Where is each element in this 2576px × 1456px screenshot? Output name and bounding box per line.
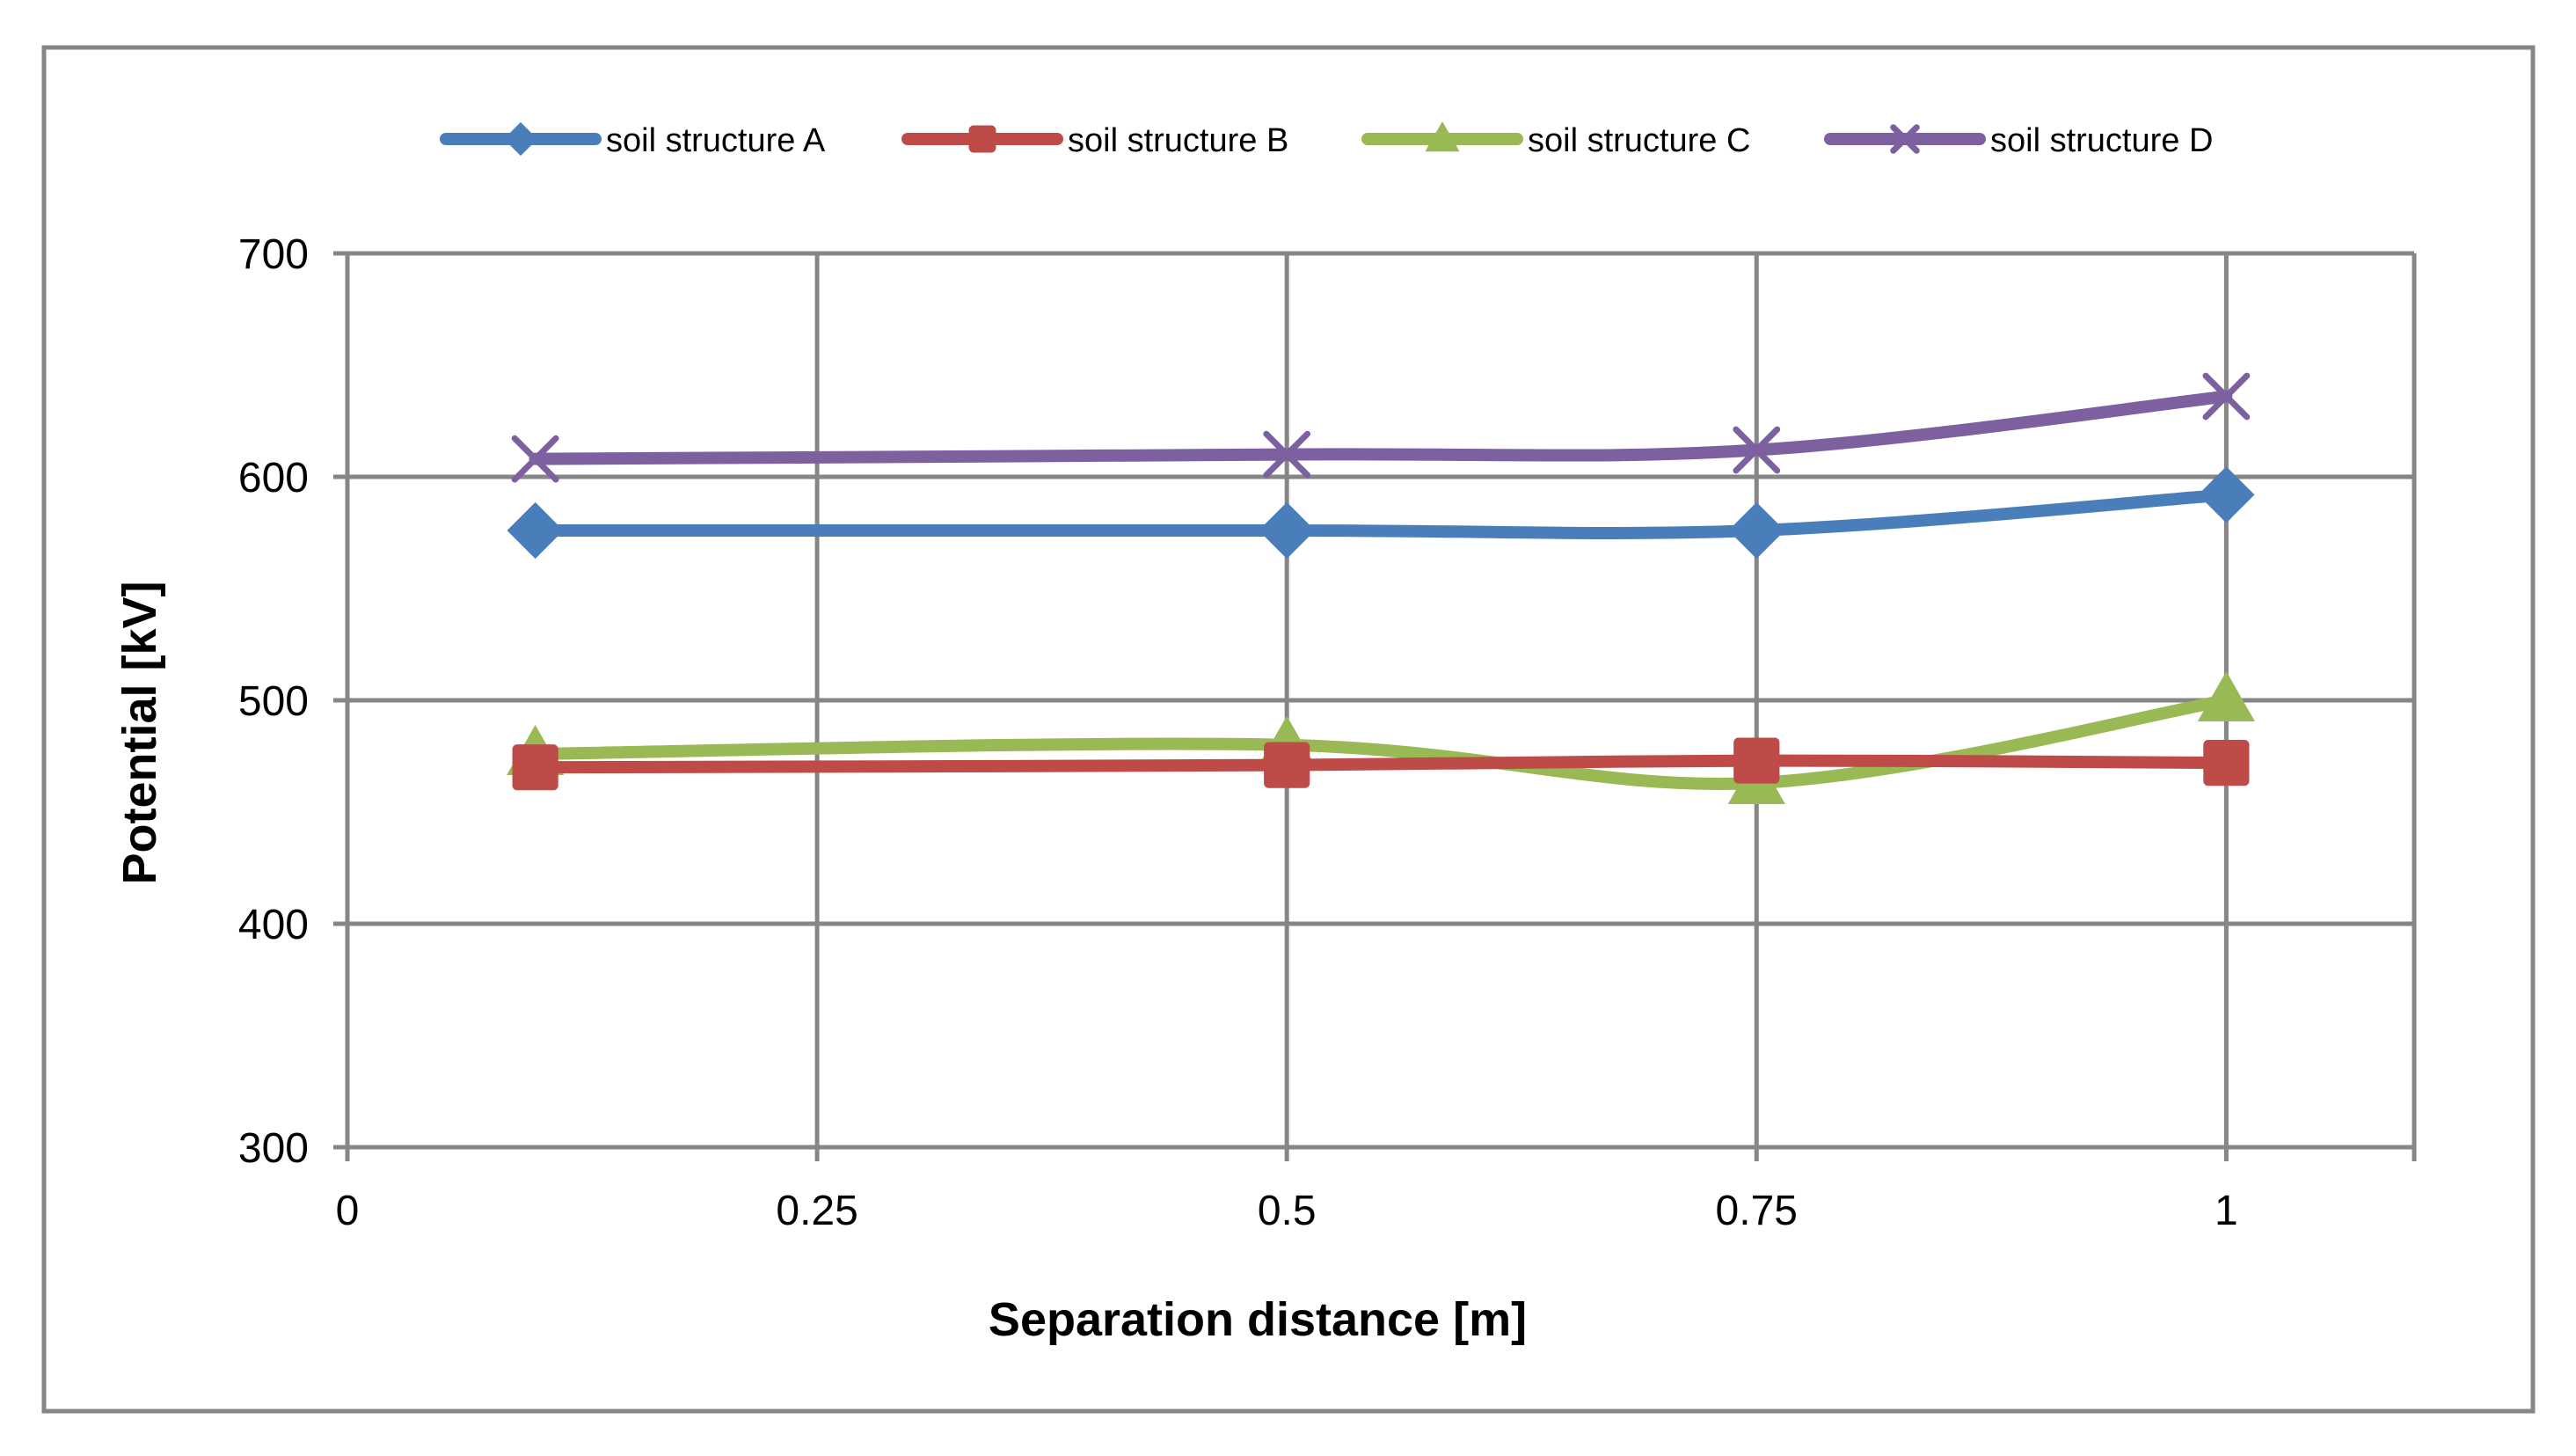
series-soil-structure-d-point <box>2202 372 2251 421</box>
legend-swatch-marker <box>1890 124 1920 154</box>
series-soil-structure-a-line <box>529 488 2233 539</box>
legend-label: soil structure D <box>1990 122 2213 159</box>
series-soil-structure-a-point <box>1259 501 1316 560</box>
series-soil-structure-a-point <box>2198 466 2255 523</box>
series-soil-structure-b-line <box>529 754 2233 774</box>
marker-stroke <box>1263 430 1311 479</box>
series-soil-structure-a <box>507 466 2255 560</box>
y-tick-label: 600 <box>238 455 309 501</box>
series-soil-structure-d-line <box>529 390 2233 465</box>
series-soil-structure-b-point <box>2203 740 2250 787</box>
series-soil-structure-a-point <box>507 501 564 560</box>
series-soil-structure-b-point <box>512 744 558 791</box>
legend-label: soil structure B <box>1068 122 1288 159</box>
x-tick-label: 0.25 <box>776 1188 857 1234</box>
legend-item-soil-structure-b: soil structure B <box>901 122 1288 159</box>
x-tick-label: 0 <box>336 1188 360 1234</box>
y-tick-label: 300 <box>238 1125 309 1172</box>
legend-label: soil structure C <box>1528 122 1750 159</box>
y-tick-label: 400 <box>238 902 309 948</box>
series-soil-structure-d <box>511 372 2251 483</box>
series-soil-structure-d-point <box>1263 430 1311 479</box>
x-axis-title: Separation distance [m] <box>989 1293 1527 1346</box>
marker-stroke <box>1733 426 1781 474</box>
marker-stroke <box>511 435 559 483</box>
x-tick-label: 1 <box>2215 1188 2238 1234</box>
y-tick-label: 500 <box>238 678 309 725</box>
series-soil-structure-a-point <box>1728 501 1785 560</box>
legend-label: soil structure A <box>606 122 826 159</box>
series-soil-structure-d-point <box>1733 426 1781 474</box>
series-soil-structure-c-point <box>2197 670 2255 721</box>
series-soil-structure-b-point <box>1733 737 1780 784</box>
x-tick-label: 0.5 <box>1258 1188 1317 1234</box>
series-layer <box>507 372 2255 804</box>
series-soil-structure-b-point <box>1264 742 1310 788</box>
legend-swatch-marker <box>503 121 538 157</box>
y-tick-label: 700 <box>238 231 309 278</box>
x-tick-label: 0.75 <box>1716 1188 1798 1234</box>
tick-labels: 300 400 500 600 700 0 0.25 0.5 0.75 1 <box>238 231 2238 1234</box>
legend-swatch-marker <box>968 125 996 153</box>
series-soil-structure-b <box>512 737 2250 791</box>
legend: soil structure A soil structure B soil str… <box>440 121 2213 159</box>
legend-item-soil-structure-a: soil structure A <box>440 121 826 159</box>
series-soil-structure-d-point <box>511 435 559 483</box>
marker-stroke <box>1890 124 1920 154</box>
marker-stroke <box>2202 372 2251 421</box>
legend-item-soil-structure-d: soil structure D <box>1824 122 2213 159</box>
y-axis-title: Potential [kV] <box>113 581 166 884</box>
legend-item-soil-structure-c: soil structure C <box>1361 121 1750 159</box>
legend-swatch-marker <box>1425 121 1460 152</box>
